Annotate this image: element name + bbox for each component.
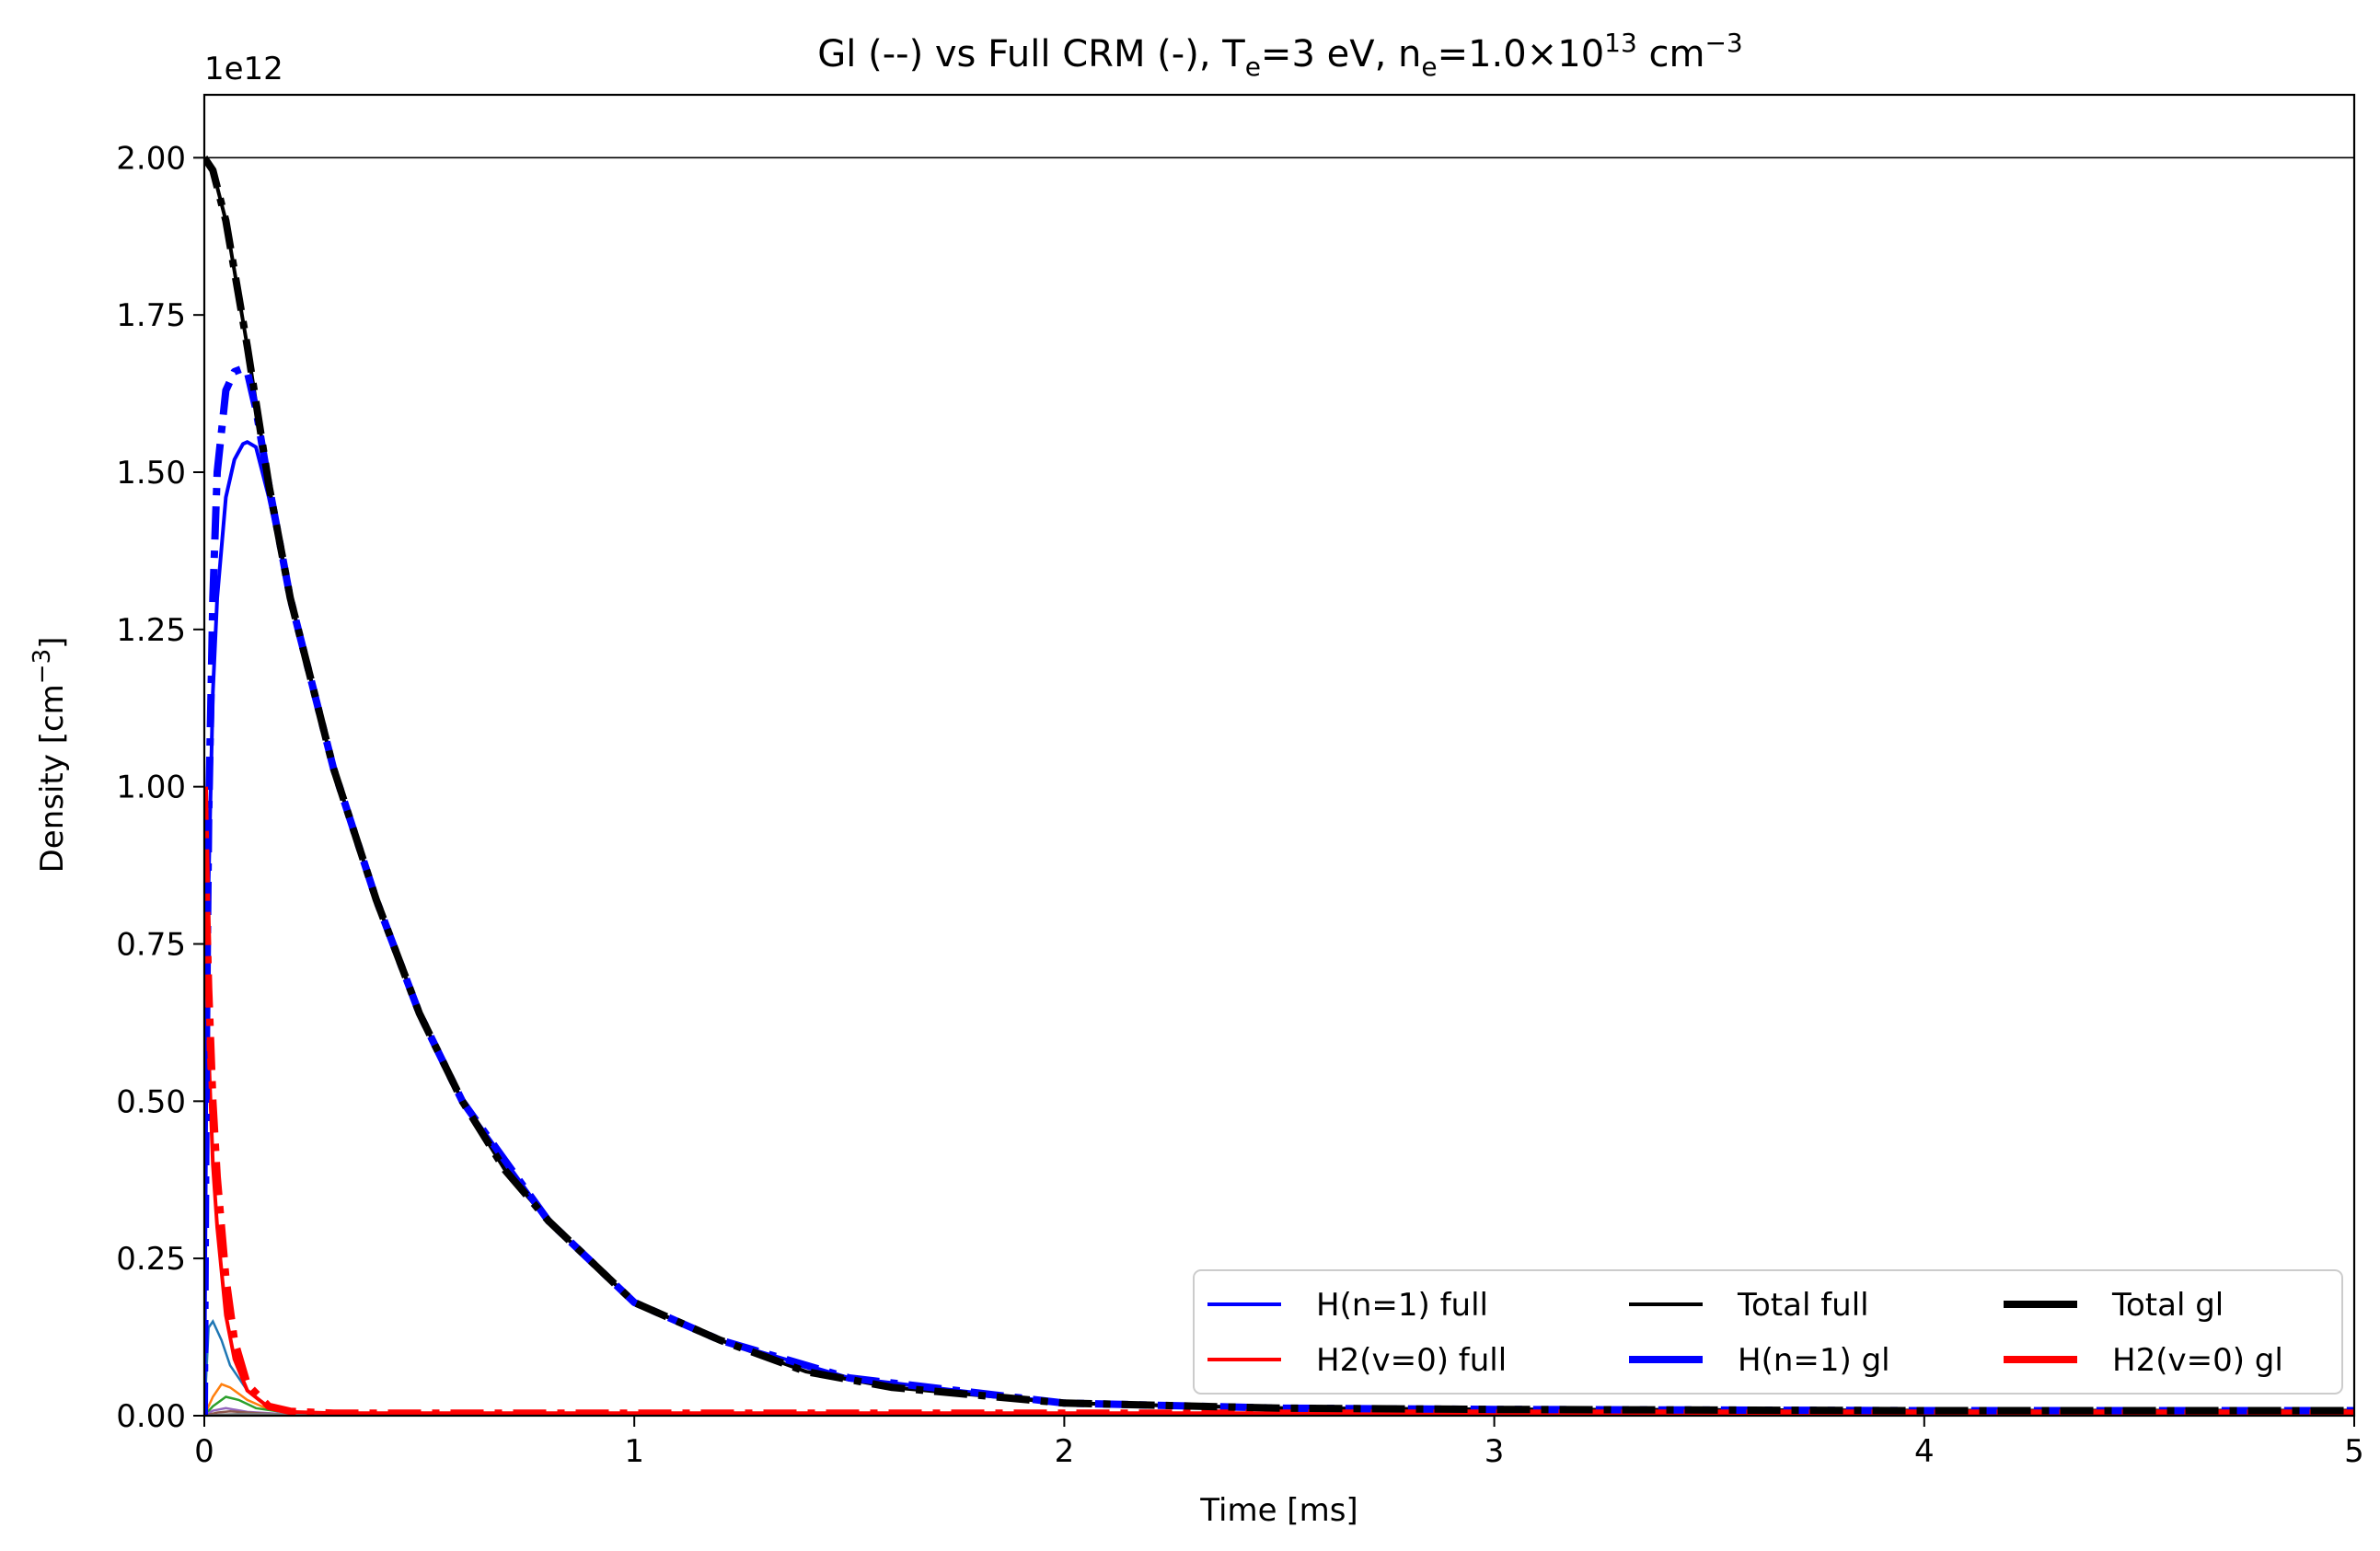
legend-label-total-full: Total full xyxy=(1737,1287,1869,1324)
legend-label-h-n-1-full: H(n=1) full xyxy=(1316,1287,1488,1324)
chart-title: Gl (--) vs Full CRM (-), Te=3 eV, ne=1.0… xyxy=(817,28,1742,82)
y-tick-label-8: 2.00 xyxy=(116,140,186,177)
y-tick-label-7: 1.75 xyxy=(116,297,186,334)
plot-frame xyxy=(202,93,2356,1418)
y-tick-label-3: 0.75 xyxy=(116,927,186,964)
y-tick-label-4: 1.00 xyxy=(116,770,186,806)
x-tick-label-2: 2 xyxy=(1055,1433,1075,1470)
y-tick-label-1: 0.25 xyxy=(116,1241,186,1278)
y-axis-label: Density [cm−3] xyxy=(29,637,71,874)
y-tick-label-6: 1.50 xyxy=(116,455,186,492)
y-tick-label-2: 0.50 xyxy=(116,1083,186,1120)
x-tick-label-0: 0 xyxy=(194,1433,214,1470)
y-offset-label: 1e12 xyxy=(204,51,283,87)
legend-label-h2-v-0-full: H2(v=0) full xyxy=(1316,1342,1507,1379)
series-layer xyxy=(204,156,2354,1416)
series-line-h2-v-0-gl xyxy=(204,786,2354,1416)
x-axis: 0 1 2 3 4 5 xyxy=(194,1416,2364,1470)
legend-label-total-gl: Total gl xyxy=(2111,1287,2224,1324)
y-tick-label-5: 1.25 xyxy=(116,612,186,649)
legend: H(n=1) full H2(v=0) full Total full H(n=1) … xyxy=(1193,1269,2343,1395)
y-axis: 0.00 0.25 0.50 0.75 1.00 1.25 1.50 1.75 2.00 xyxy=(116,140,204,1435)
series-line-total-gl xyxy=(204,156,2354,1415)
x-tick-label-3: 3 xyxy=(1485,1433,1505,1470)
x-tick-label-4: 4 xyxy=(1914,1433,1935,1470)
legend-label-h2-v-0-gl: H2(v=0) gl xyxy=(2112,1342,2283,1379)
x-tick-label-1: 1 xyxy=(624,1433,644,1470)
x-tick-label-5: 5 xyxy=(2344,1433,2364,1470)
y-tick-label-0: 0.00 xyxy=(116,1398,186,1435)
plot-area xyxy=(202,93,2356,1418)
x-axis-label: Time [ms] xyxy=(1199,1492,1358,1529)
legend-label-h-n-1-gl: H(n=1) gl xyxy=(1738,1342,1890,1379)
